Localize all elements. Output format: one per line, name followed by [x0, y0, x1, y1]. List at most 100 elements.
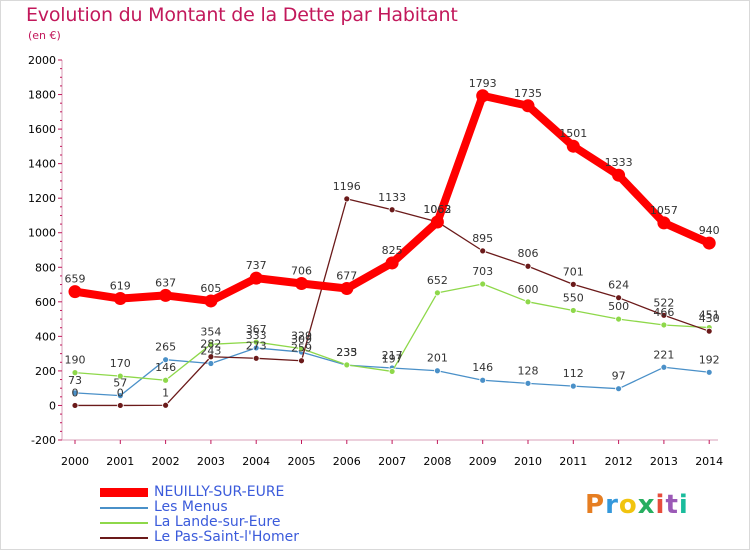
data-label: 354: [200, 325, 221, 338]
data-point: [569, 382, 577, 390]
data-point: [569, 307, 577, 314]
logo-letter: x: [637, 490, 656, 520]
data-label: 259: [291, 342, 312, 355]
data-point: [343, 195, 351, 203]
data-point: [204, 294, 218, 308]
chart-unit-label: (en €): [28, 29, 61, 42]
data-label: 73: [68, 374, 82, 387]
data-point: [476, 89, 490, 103]
data-point: [162, 376, 170, 384]
data-label: 637: [155, 276, 176, 289]
data-label: 737: [246, 259, 267, 272]
data-point: [252, 354, 260, 362]
data-point: [479, 247, 487, 255]
data-label: 333: [246, 329, 267, 342]
data-label: 367: [246, 323, 267, 336]
y-tick-label: -200: [31, 434, 56, 447]
data-label: 451: [699, 309, 720, 322]
data-point: [430, 215, 444, 229]
data-label: 146: [472, 361, 493, 374]
chart-legend: NEUILLY-SUR-EURE Les Menus La Lande-sur-Eu…: [100, 484, 460, 545]
data-label: 1133: [378, 191, 406, 204]
data-label: 309: [291, 333, 312, 346]
data-point: [252, 338, 260, 346]
logo-letter: P: [585, 490, 606, 520]
data-label: 217: [382, 349, 403, 362]
legend-item: La Lande-sur-Eure: [100, 514, 460, 530]
chart-title: Evolution du Montant de la Dette par Hab…: [26, 4, 458, 26]
y-tick-label: 1800: [28, 89, 56, 102]
y-tick-label: 1000: [28, 227, 56, 240]
legend-label: NEUILLY-SUR-EURE: [154, 484, 285, 500]
plot-area: [62, 60, 718, 440]
x-tick-label: 2001: [106, 455, 134, 468]
x-tick-label: 2011: [559, 455, 587, 468]
data-label: 895: [472, 232, 493, 245]
data-label: 659: [65, 273, 86, 286]
data-point: [162, 356, 170, 364]
data-label: 282: [200, 338, 221, 351]
data-label: 430: [699, 312, 720, 325]
data-point: [705, 368, 713, 376]
legend-item: NEUILLY-SUR-EURE: [100, 484, 460, 500]
legend-swatch: [100, 506, 148, 509]
data-point: [116, 402, 124, 409]
data-point: [615, 294, 622, 302]
data-point: [295, 277, 308, 291]
data-label: 624: [608, 279, 629, 292]
logo-letter: o: [618, 490, 638, 520]
data-label: 703: [472, 265, 493, 278]
data-point: [521, 99, 535, 113]
logo-letter: i: [655, 490, 666, 520]
x-tick-label: 2008: [423, 455, 451, 468]
data-label: 605: [200, 282, 221, 295]
data-point: [159, 288, 173, 302]
logo-letter: r: [605, 490, 619, 520]
data-label: 146: [155, 361, 176, 374]
data-point: [71, 369, 79, 377]
data-point: [433, 367, 441, 375]
data-point: [479, 376, 487, 384]
data-label: 1057: [650, 204, 678, 217]
data-point: [249, 271, 263, 285]
data-point: [113, 292, 127, 306]
data-label: 652: [427, 274, 448, 287]
x-tick-label: 2003: [197, 455, 225, 468]
data-point: [388, 206, 396, 214]
data-point: [71, 402, 79, 409]
data-label: 221: [653, 348, 674, 361]
data-label: 112: [563, 367, 584, 380]
x-tick-label: 2004: [242, 455, 270, 468]
data-point: [524, 298, 532, 306]
x-tick-label: 2002: [152, 455, 180, 468]
data-label: 701: [563, 265, 584, 278]
data-point: [615, 385, 622, 393]
legend-swatch: [100, 521, 148, 524]
data-label: 170: [110, 357, 131, 370]
y-tick-label: 800: [35, 261, 56, 274]
data-label: 825: [382, 244, 403, 257]
x-tick-label: 2009: [469, 455, 497, 468]
data-label: 500: [608, 300, 629, 313]
data-point: [660, 363, 668, 371]
data-label: 329: [291, 330, 312, 343]
data-label: 806: [518, 247, 539, 260]
data-point: [660, 311, 668, 319]
data-point: [388, 368, 396, 375]
data-point: [660, 321, 668, 329]
data-point: [612, 168, 626, 182]
x-tick-label: 2006: [333, 455, 361, 468]
data-label: 706: [291, 265, 312, 278]
data-label: 265: [155, 341, 176, 354]
data-label: 201: [427, 352, 448, 365]
x-tick-label: 2013: [650, 455, 678, 468]
data-label: 619: [110, 280, 131, 293]
x-tick-label: 2000: [61, 455, 89, 468]
y-tick-label: 200: [35, 365, 56, 378]
data-label: 1501: [559, 127, 587, 140]
data-label: 243: [200, 344, 221, 357]
data-label: 940: [699, 224, 720, 237]
x-tick-label: 2010: [514, 455, 542, 468]
data-label: 235: [336, 346, 357, 359]
data-point: [207, 340, 215, 348]
